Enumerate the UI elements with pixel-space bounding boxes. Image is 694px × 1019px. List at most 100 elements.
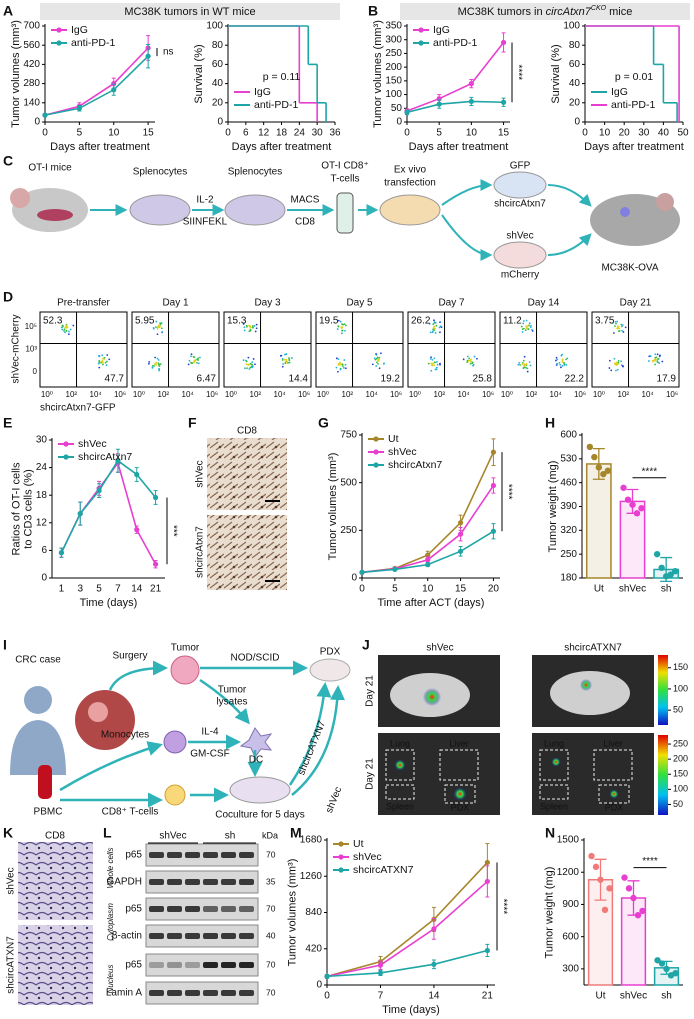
event-dot	[559, 363, 562, 366]
stain-label: CD8	[237, 426, 257, 437]
blot-band	[167, 933, 182, 939]
event-dot	[621, 329, 624, 332]
event-dot	[525, 327, 528, 330]
event-dot	[285, 358, 288, 361]
event-dot	[433, 319, 435, 322]
y-tick-label: 100	[206, 21, 223, 32]
y-axis-label: Tumor volumes (mm³)	[372, 20, 384, 128]
dish	[224, 194, 286, 226]
y-axis-label: Tumor weight (mg)	[547, 461, 559, 553]
arrows	[59, 660, 345, 808]
event-dot	[340, 332, 343, 335]
event-dot	[242, 323, 245, 325]
signal	[551, 757, 561, 767]
event-dot	[375, 353, 377, 355]
x-axis-label: Time (days)	[80, 597, 138, 609]
diagram-label: DC	[249, 755, 263, 766]
diagram-label: OT-I CD8⁺	[321, 161, 369, 172]
y-tick-label: 840	[305, 907, 322, 918]
title-part: CKO	[591, 5, 607, 12]
data-point	[671, 567, 679, 575]
legend-label: IgG	[254, 86, 271, 98]
x-tick-label: 0	[42, 128, 48, 139]
event-dot	[147, 362, 150, 365]
blot-band	[167, 962, 182, 968]
event-dot	[247, 363, 250, 366]
panel-label: L	[103, 825, 112, 841]
marker	[377, 962, 384, 968]
event-dot	[373, 357, 376, 360]
event-dot	[197, 362, 200, 365]
y-tick-label: 100	[385, 89, 402, 100]
blot-band	[239, 879, 254, 885]
organ-label: Liver	[603, 738, 623, 748]
event-dot	[344, 367, 347, 370]
y-tick-label: 300	[385, 34, 402, 45]
ihc-image	[18, 842, 93, 920]
blot-band	[167, 990, 182, 996]
event-dot	[248, 368, 251, 370]
event-dot	[565, 358, 567, 361]
x-axis-label: Time (days)	[382, 1004, 440, 1016]
y-axis-label: Survival (%)	[550, 44, 562, 103]
panel-label: K	[3, 825, 13, 841]
event-dot	[377, 362, 379, 365]
column	[336, 192, 354, 234]
blot-band	[149, 990, 164, 996]
event-dot	[434, 332, 437, 334]
event-dot	[102, 363, 104, 366]
marker	[377, 970, 384, 976]
event-dot	[439, 321, 441, 324]
event-dot	[433, 364, 436, 367]
event-dot	[621, 324, 624, 326]
event-dot	[431, 330, 434, 333]
quadrant-value: 3.75	[595, 316, 615, 327]
event-dot	[279, 354, 282, 357]
y-axis-label: Survival (%)	[193, 44, 205, 103]
person-body	[10, 720, 66, 775]
event-dot	[375, 361, 378, 364]
event-dot	[98, 361, 101, 364]
event-dot	[335, 357, 338, 360]
legend-marker	[418, 40, 424, 46]
mouse-ear	[10, 188, 30, 208]
organ-label: Lung	[390, 738, 410, 748]
blot-band	[167, 906, 182, 912]
data-point	[624, 496, 632, 503]
event-dot	[67, 333, 70, 336]
event-dot	[476, 357, 478, 360]
y-axis-label: Tumor volumes (mm³)	[287, 859, 299, 967]
data-point	[638, 505, 645, 512]
diagram-label: MC38K-OVA	[601, 263, 658, 274]
data-point	[592, 863, 600, 871]
legend-marker	[338, 854, 344, 860]
x-axis-label: shcircAtxn7-GFP	[40, 403, 116, 414]
event-dot	[335, 366, 338, 369]
y-tick-label: 50	[391, 103, 403, 114]
scale-bar	[265, 580, 280, 582]
colorbar-label: 50	[673, 705, 683, 715]
event-dot	[245, 324, 248, 327]
y-tick-label: 180	[560, 573, 577, 584]
event-dot	[63, 328, 66, 331]
diagram-label: transfection	[384, 178, 436, 189]
x-tick-label: 7	[115, 584, 121, 595]
event-dot	[439, 362, 441, 365]
event-dot	[255, 323, 258, 326]
event-dot	[343, 359, 346, 361]
x-tick-label: 3	[77, 584, 83, 595]
legend-label: shcircAtxn7	[388, 459, 442, 471]
x-tick-label: 10⁴	[182, 390, 195, 399]
event-dot	[655, 358, 657, 361]
event-dot	[285, 353, 288, 355]
event-dot	[558, 361, 561, 364]
blot-band	[185, 906, 200, 912]
event-dot	[248, 330, 251, 333]
event-dot	[649, 355, 652, 357]
diagram-label: Coculture for 5 days	[215, 810, 305, 821]
quadrant-value: 52.3	[43, 316, 63, 327]
title-part: mice	[606, 6, 632, 18]
y-tick-label: 0	[396, 117, 402, 128]
event-dot	[618, 329, 621, 332]
event-dot	[254, 363, 256, 366]
